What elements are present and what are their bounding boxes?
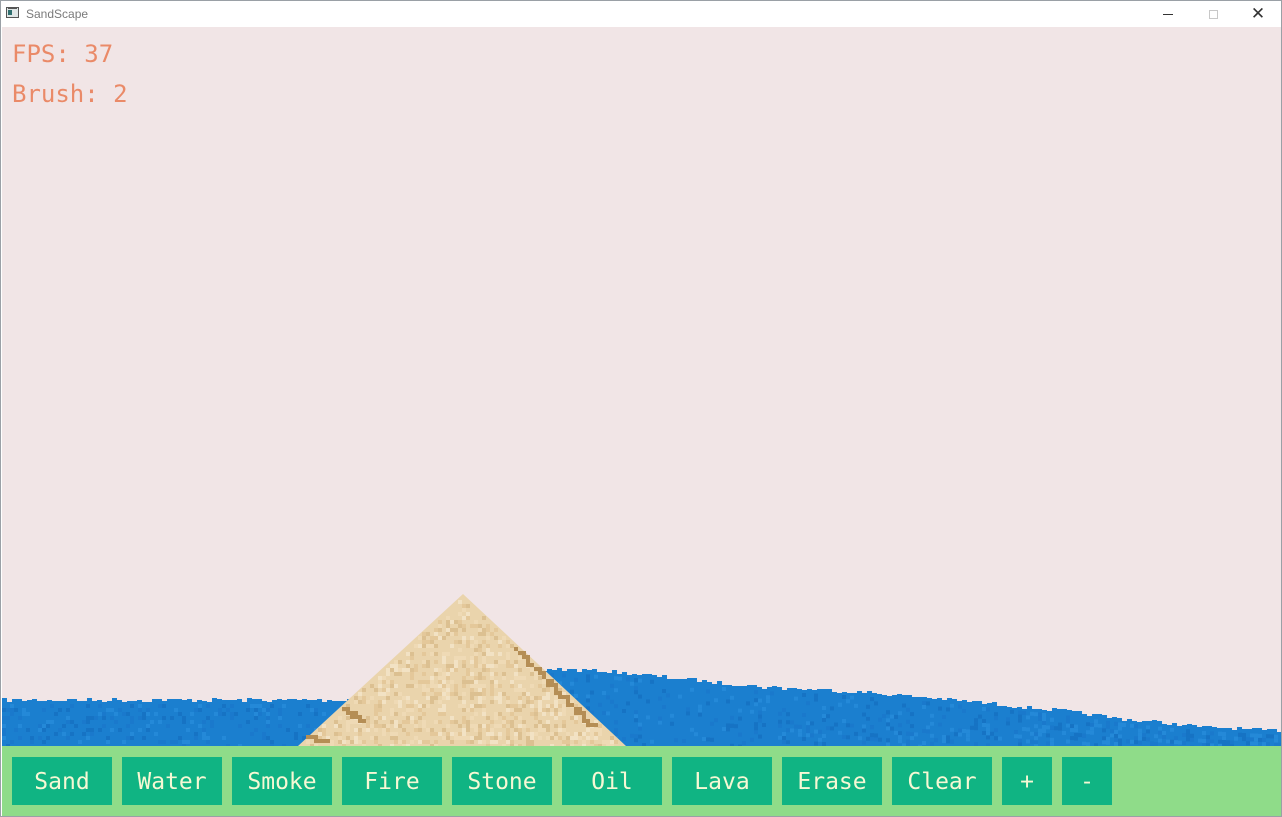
sand-pile [298, 594, 626, 746]
app-icon [6, 7, 19, 18]
window-title: SandScape [26, 7, 89, 21]
close-button[interactable]: ✕ [1235, 1, 1281, 27]
clear-button[interactable]: Clear [892, 757, 992, 805]
smoke-button[interactable]: Smoke [232, 757, 332, 805]
oil-button[interactable]: Oil [562, 757, 662, 805]
water-particles [2, 668, 1281, 746]
particle-scene [2, 594, 1281, 746]
brush-size-indicator: Brush: 2 [12, 80, 128, 108]
maximize-icon [1208, 9, 1218, 19]
brush-decrease-button[interactable]: - [1062, 757, 1112, 805]
lava-button[interactable]: Lava [672, 757, 772, 805]
maximize-button[interactable] [1190, 1, 1236, 27]
minimize-icon [1163, 13, 1173, 15]
material-toolbar: Sand Water Smoke Fire Stone Oil Lava Era… [2, 746, 1281, 816]
sand-button[interactable]: Sand [12, 757, 112, 805]
water-button[interactable]: Water [122, 757, 222, 805]
erase-button[interactable]: Erase [782, 757, 882, 805]
simulation-canvas[interactable]: FPS: 37 Brush: 2 [2, 27, 1281, 746]
minimize-button[interactable] [1145, 1, 1191, 27]
brush-increase-button[interactable]: + [1002, 757, 1052, 805]
title-bar[interactable]: SandScape ✕ [1, 1, 1281, 27]
fps-counter: FPS: 37 [12, 40, 114, 68]
stone-button[interactable]: Stone [452, 757, 552, 805]
close-icon: ✕ [1250, 3, 1266, 24]
fire-button[interactable]: Fire [342, 757, 442, 805]
